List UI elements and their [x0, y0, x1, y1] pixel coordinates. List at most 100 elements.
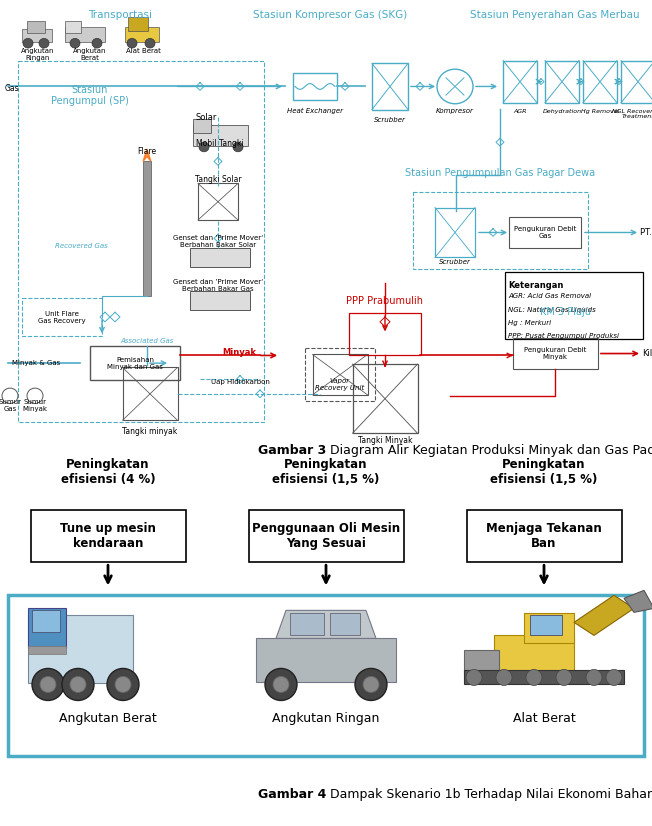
- Text: Gambar 4: Gambar 4: [258, 788, 326, 801]
- Bar: [466, 510, 621, 563]
- Bar: [28, 615, 133, 683]
- Bar: [583, 60, 617, 102]
- Bar: [353, 364, 417, 434]
- Text: Peningkatan
efisiensi (1,5 %): Peningkatan efisiensi (1,5 %): [490, 458, 598, 487]
- Bar: [28, 609, 66, 648]
- Bar: [90, 346, 180, 381]
- Text: Kilang: Kilang: [642, 349, 652, 358]
- Text: AGR: Acid Gas Removal: AGR: Acid Gas Removal: [508, 293, 591, 299]
- Bar: [31, 510, 186, 563]
- Bar: [524, 614, 574, 643]
- Text: Associated Gas: Associated Gas: [121, 338, 173, 344]
- Text: Stasiun
Pengumpul (SP): Stasiun Pengumpul (SP): [51, 84, 129, 106]
- Text: Keterangan: Keterangan: [508, 281, 563, 290]
- Polygon shape: [276, 610, 376, 638]
- Bar: [22, 29, 52, 42]
- Bar: [621, 60, 652, 102]
- Bar: [65, 27, 105, 42]
- Bar: [413, 192, 587, 269]
- Circle shape: [127, 39, 137, 48]
- Text: Angkutan Berat: Angkutan Berat: [59, 713, 157, 725]
- Bar: [464, 650, 499, 675]
- Bar: [123, 368, 177, 420]
- Text: Alat Berat: Alat Berat: [512, 713, 575, 725]
- Polygon shape: [143, 149, 151, 161]
- Circle shape: [466, 669, 482, 686]
- Bar: [256, 638, 396, 682]
- Circle shape: [586, 669, 602, 686]
- Polygon shape: [624, 591, 652, 612]
- Text: Heat Exchanger: Heat Exchanger: [287, 107, 343, 114]
- Circle shape: [70, 676, 86, 692]
- Circle shape: [32, 668, 64, 700]
- Circle shape: [355, 668, 387, 700]
- Text: Sumur
Gas: Sumur Gas: [0, 399, 22, 411]
- Text: Scrubber: Scrubber: [374, 117, 406, 123]
- Bar: [18, 61, 264, 422]
- Text: Recovered Gas: Recovered Gas: [55, 243, 108, 249]
- Text: PPP: Pusat Pengumpul Produksi: PPP: Pusat Pengumpul Produksi: [508, 334, 619, 339]
- Bar: [330, 614, 360, 635]
- Text: Gas: Gas: [5, 84, 20, 93]
- Text: Genset dan ’Prime Mover‘
Berbahan Bakar Gas: Genset dan ’Prime Mover‘ Berbahan Bakar …: [173, 278, 263, 292]
- Bar: [435, 207, 475, 258]
- Bar: [530, 615, 562, 635]
- Text: Minyak: Minyak: [222, 348, 256, 357]
- Circle shape: [273, 676, 289, 692]
- Bar: [190, 291, 250, 311]
- Text: PPP Prabumulih: PPP Prabumulih: [346, 296, 424, 306]
- Text: Stasiun Penyerahan Gas Merbau: Stasiun Penyerahan Gas Merbau: [470, 10, 640, 20]
- Circle shape: [145, 39, 155, 48]
- Bar: [290, 614, 324, 635]
- Polygon shape: [574, 596, 634, 635]
- Bar: [8, 596, 644, 756]
- Text: Tune up mesin
kendaraan: Tune up mesin kendaraan: [60, 522, 156, 550]
- Bar: [125, 27, 159, 42]
- Circle shape: [496, 669, 512, 686]
- Bar: [143, 161, 151, 296]
- Text: PT. X: PT. X: [640, 228, 652, 237]
- Bar: [32, 610, 60, 633]
- Text: Alat Berat: Alat Berat: [126, 48, 160, 54]
- Bar: [512, 338, 597, 369]
- Text: Penggunaan Oli Mesin
Yang Sesuai: Penggunaan Oli Mesin Yang Sesuai: [252, 522, 400, 550]
- Bar: [193, 125, 248, 146]
- Text: Genset dan ’Prime Mover‘
Berbahan Bakar Solar: Genset dan ’Prime Mover‘ Berbahan Bakar …: [173, 235, 263, 249]
- Circle shape: [23, 39, 33, 48]
- Text: Tangki minyak: Tangki minyak: [123, 428, 177, 436]
- Text: Angkutan
Berat: Angkutan Berat: [73, 48, 107, 61]
- Bar: [509, 217, 581, 248]
- Bar: [505, 272, 643, 339]
- Text: Pemisahan
Minyak dan Gas: Pemisahan Minyak dan Gas: [107, 357, 163, 369]
- Text: Scrubber: Scrubber: [439, 259, 471, 265]
- Text: Mobil Tangki: Mobil Tangki: [196, 140, 244, 149]
- Circle shape: [115, 676, 131, 692]
- Bar: [27, 21, 45, 33]
- Text: Transportasi: Transportasi: [88, 10, 152, 20]
- Circle shape: [363, 676, 379, 692]
- Circle shape: [40, 676, 56, 692]
- Bar: [190, 248, 250, 267]
- Circle shape: [39, 39, 49, 48]
- Circle shape: [107, 668, 139, 700]
- Bar: [349, 313, 421, 355]
- Circle shape: [233, 142, 243, 152]
- Text: NGL: Natural Gas Liquids: NGL: Natural Gas Liquids: [508, 306, 596, 312]
- Text: NGL Recovery &
Treatment: NGL Recovery & Treatment: [612, 108, 652, 119]
- Text: Angkutan
Ringan: Angkutan Ringan: [22, 48, 55, 61]
- Text: Diagram Alir Kegiatan Produksi Minyak dan Gas Pada Skenario 1a: Diagram Alir Kegiatan Produksi Minyak da…: [326, 444, 652, 457]
- Circle shape: [92, 39, 102, 48]
- Text: KM 3 Plaju: KM 3 Plaju: [539, 307, 591, 317]
- Text: Stasiun Kompresor Gas (SKG): Stasiun Kompresor Gas (SKG): [253, 10, 407, 20]
- Text: Pengukuran Debit
Minyak: Pengukuran Debit Minyak: [524, 347, 586, 360]
- Circle shape: [526, 669, 542, 686]
- Text: Tangki Solar: Tangki Solar: [195, 175, 241, 184]
- Text: Hg : Merkuri: Hg : Merkuri: [508, 320, 551, 326]
- Circle shape: [62, 668, 94, 700]
- Circle shape: [70, 39, 80, 48]
- Text: Stasiun Pengumpulan Gas Pagar Dewa: Stasiun Pengumpulan Gas Pagar Dewa: [405, 169, 595, 178]
- Text: Pengukuran Debit
Gas: Pengukuran Debit Gas: [514, 226, 576, 239]
- Text: Unit Flare
Gas Recovery: Unit Flare Gas Recovery: [38, 311, 86, 324]
- Text: Peningkatan
efisiensi (1,5 %): Peningkatan efisiensi (1,5 %): [273, 458, 379, 487]
- Text: Sumur
Minyak: Sumur Minyak: [23, 399, 48, 411]
